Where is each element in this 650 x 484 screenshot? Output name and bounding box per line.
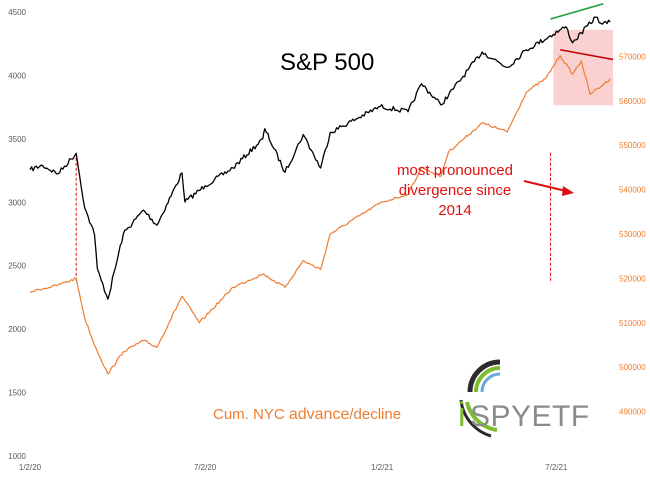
right-tick-label: 550000 (619, 141, 646, 150)
right-tick-label: 490000 (619, 408, 646, 417)
series-label-part-3: /decline (349, 406, 401, 423)
series-group (29, 16, 611, 375)
logo-letter: i (458, 396, 466, 434)
ispyetf-logo: i SPYETF (458, 359, 590, 438)
x-tick-label: 1/2/21 (371, 463, 394, 472)
left-tick-label: 3000 (8, 198, 26, 207)
sp500-series-line (29, 16, 611, 300)
x-axis-ticks: 1/2/20 7/2/20 1/2/21 7/2/21 (19, 463, 568, 472)
x-tick-label: 7/2/21 (545, 463, 568, 472)
annotation-line-1: most pronounced (397, 162, 513, 179)
left-tick-label: 2000 (8, 325, 26, 334)
right-tick-label: 540000 (619, 186, 646, 195)
right-tick-label: 570000 (619, 52, 646, 61)
left-tick-label: 1500 (8, 389, 26, 398)
right-axis-ticks: 490000 500000 510000 520000 530000 540000 5500… (619, 52, 646, 416)
left-tick-label: 4000 (8, 71, 26, 80)
right-tick-label: 560000 (619, 97, 646, 106)
breadth-trend-line (559, 48, 614, 61)
series-label-part-1: Cum. NYC (213, 406, 289, 423)
annotation-line-2: divergence since (399, 182, 512, 199)
right-tick-label: 510000 (619, 319, 646, 328)
x-tick-label: 7/2/20 (194, 463, 217, 472)
logo-word: SPYETF (470, 400, 590, 433)
right-tick-label: 530000 (619, 230, 646, 239)
reference-lines (75, 152, 552, 283)
right-tick-label: 520000 (619, 274, 646, 283)
series-label: Cum. NYC advance/decline (213, 406, 401, 423)
left-tick-label: 2500 (8, 262, 26, 271)
annotation-line-3: 2014 (438, 202, 471, 219)
price-trend-line (550, 2, 604, 20)
x-tick-label: 1/2/20 (19, 463, 42, 472)
left-tick-label: 1000 (8, 452, 26, 461)
right-tick-label: 500000 (619, 363, 646, 372)
left-tick-label: 4500 (8, 8, 26, 17)
left-axis-ticks: 1000 1500 2000 2500 3000 3500 4000 4500 (8, 8, 26, 461)
left-tick-label: 3500 (8, 135, 26, 144)
annotation-arrow (523, 180, 574, 196)
advance-decline-series-line (29, 54, 611, 375)
series-label-part-2: advance (289, 406, 350, 423)
trend-lines (550, 2, 614, 61)
radar-icon (459, 359, 501, 438)
chart-title: S&P 500 (280, 49, 374, 76)
